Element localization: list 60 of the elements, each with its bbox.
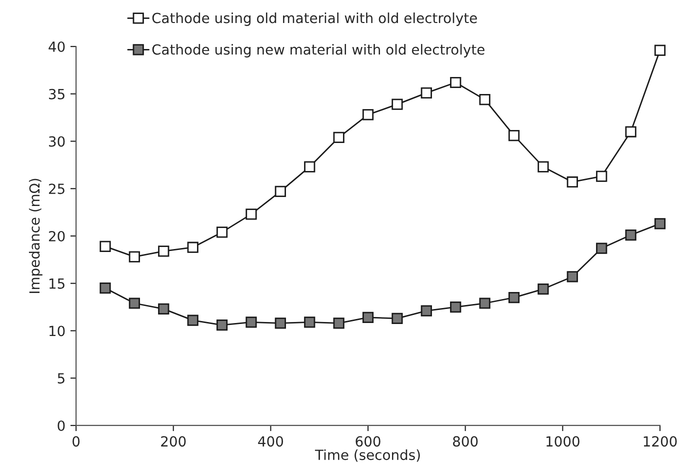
point [187, 314, 198, 326]
point [304, 161, 316, 172]
point [538, 283, 549, 295]
point [128, 298, 140, 309]
point [508, 130, 520, 142]
x-tick-label: 800 [453, 436, 478, 447]
point [596, 242, 608, 254]
point [274, 318, 286, 329]
point [566, 176, 578, 188]
point [450, 301, 462, 313]
point [216, 319, 228, 331]
point [654, 44, 666, 56]
y-tick-label: 40 [48, 41, 65, 52]
y-tick-label: 25 [48, 184, 64, 194]
x-tick-label: 200 [161, 436, 186, 447]
y-tick-label: 35 [49, 88, 64, 100]
legend-label: Cathode using old material with old electrolyte [152, 12, 477, 26]
point [333, 132, 344, 144]
point [100, 282, 111, 294]
point [479, 298, 490, 309]
point [508, 292, 520, 304]
point [392, 312, 403, 324]
point [596, 170, 608, 182]
y-tick-label: 30 [49, 136, 65, 147]
point [625, 126, 636, 138]
y-tick-label: 10 [49, 326, 65, 336]
point [274, 186, 286, 198]
y-tick-label: 5 [58, 373, 64, 384]
point [654, 218, 666, 230]
point [246, 316, 257, 328]
x-tick-label: 400 [258, 436, 284, 447]
x-tick-label: 0 [72, 436, 80, 447]
point [187, 242, 198, 253]
point [566, 271, 578, 282]
point [420, 87, 432, 98]
x-axis-title: Time (seconds) [314, 449, 420, 462]
point [158, 246, 170, 257]
y-axis-title: Impedance (mΩ) [28, 178, 42, 293]
point [420, 305, 432, 316]
point [158, 303, 170, 314]
y-tick-label: 15 [49, 278, 64, 289]
x-tick-label: 1200 [644, 436, 677, 447]
point [304, 316, 316, 328]
point [362, 312, 374, 324]
point [362, 109, 374, 120]
x-tick-label: 1000 [546, 436, 580, 447]
point [128, 251, 140, 262]
point [625, 229, 636, 241]
point [100, 240, 111, 252]
point [392, 98, 403, 110]
x-tick-label: 600 [356, 436, 380, 447]
point [216, 226, 228, 238]
point [479, 94, 490, 106]
point [538, 161, 549, 172]
point [246, 208, 257, 220]
y-tick-label: 0 [58, 420, 65, 431]
point [333, 318, 344, 329]
y-tick-label: 20 [48, 230, 65, 242]
legend-label: Cathode using new material with old electrolyte [152, 44, 484, 58]
point [450, 76, 462, 88]
